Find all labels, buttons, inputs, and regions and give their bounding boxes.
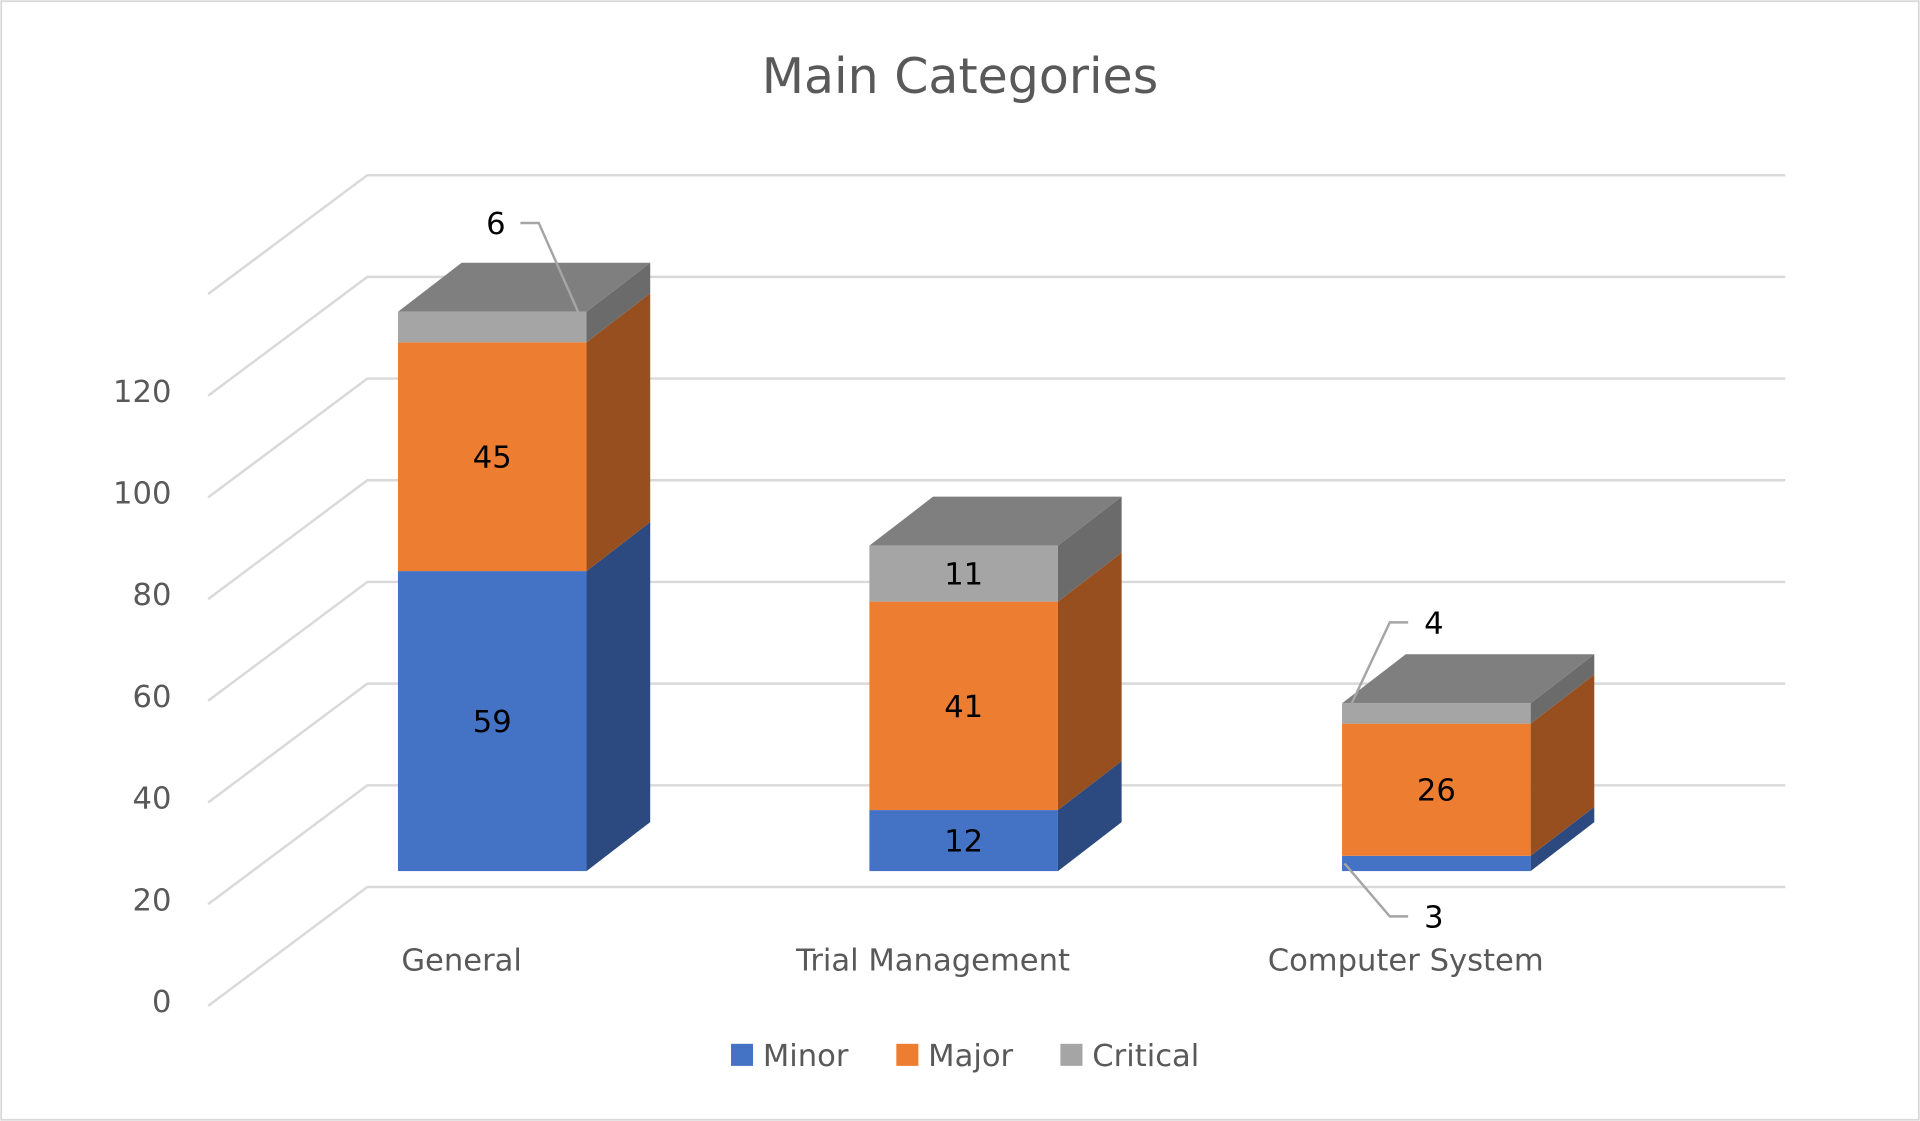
leader-line [1343,862,1409,918]
bar-minor [397,571,587,872]
bar-minor [1342,855,1531,872]
legend-swatch-critical [1060,1043,1083,1066]
y-tick-label: 20 [132,883,171,918]
data-label: 41 [944,690,983,725]
bar-side-critical [1057,496,1122,602]
legend-label-major: Major [928,1039,1013,1074]
bar-side-critical [1530,654,1595,724]
bar-side-major [586,293,651,572]
bar-side-major [1057,552,1122,811]
data-labels: 59 45 6 12 41 11 3 26 4 [473,207,1456,935]
y-tick-label: 120 [113,375,171,410]
bar-minor [869,810,1058,872]
bar-side-minor [1530,806,1595,872]
y-tick-label: 80 [132,578,171,613]
chart-title: Main Categories [762,48,1158,105]
bars [397,262,1595,872]
legend-swatch-major [896,1043,919,1066]
gridline [207,173,1786,296]
data-label: 59 [473,705,512,740]
data-label: 6 [486,207,505,242]
gridline [207,885,1786,1007]
gridlines [207,173,1786,1007]
gridline [207,784,1786,906]
y-tick-label: 0 [152,985,171,1020]
bar-side-major [1530,674,1595,856]
gridline [207,275,1786,397]
data-label: 12 [944,825,983,860]
gridline [207,377,1786,499]
data-label: 11 [944,558,983,593]
gridline [207,682,1786,804]
bar-major [397,342,587,572]
bar-top [397,262,651,312]
bar-critical [869,545,1058,602]
legend-swatch-minor [731,1043,754,1066]
data-label: 3 [1424,900,1443,935]
data-label: 45 [473,441,512,476]
legend: Minor Major Critical [731,1039,1199,1074]
gridline [207,580,1786,702]
bar-major [1342,723,1531,856]
y-axis-ticks: 0 20 40 60 80 100 120 [113,375,171,1020]
leader-line [1345,621,1409,714]
legend-label-minor: Minor [763,1039,849,1074]
x-axis-ticks: General Trial Management Computer System [401,943,1543,978]
x-tick-label: Computer System [1268,943,1544,978]
bar-critical [397,311,587,343]
bar-top [869,496,1122,546]
bar-side-minor [586,522,651,872]
y-tick-label: 100 [113,477,171,512]
gridline [207,479,1786,601]
y-tick-label: 40 [132,782,171,817]
leader-line [520,221,583,321]
bar-side-minor [1057,761,1122,872]
data-label: 4 [1424,606,1443,641]
x-tick-label: General [401,943,522,978]
y-tick-label: 60 [132,680,171,715]
bar-side-critical [586,262,651,343]
bar-critical [1342,703,1531,724]
x-tick-label: Trial Management [795,943,1070,978]
data-label: 26 [1417,774,1456,809]
bar-major [869,601,1058,811]
bar-top [1342,654,1595,704]
legend-label-critical: Critical [1092,1039,1199,1074]
